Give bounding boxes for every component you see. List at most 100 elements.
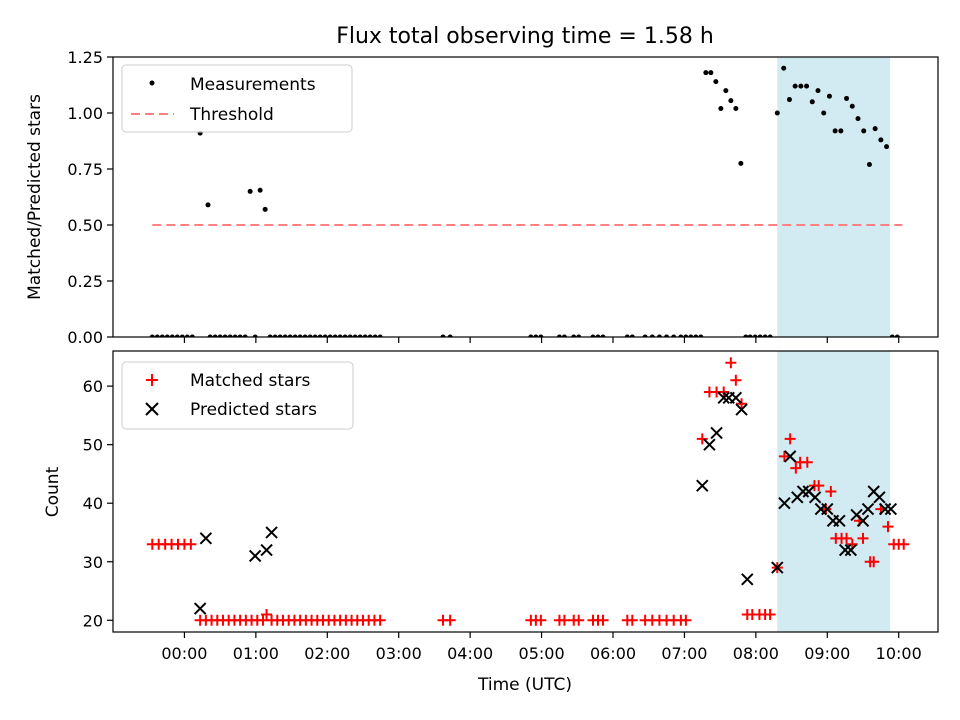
measurement-point [747,334,753,337]
matched-star-point [778,450,790,462]
measurement-point [698,334,704,337]
matched-star-point [868,556,880,568]
predicted-star-point [710,426,723,440]
legend-threshold-label: Threshold [189,105,274,125]
measurement-point [342,334,348,337]
measurement-point [302,334,308,337]
measurement-point [688,334,694,337]
measurement-point [312,334,318,337]
measurement-point [708,70,714,76]
x-tick-label: 00:00 [161,644,207,663]
measurement-point [184,334,190,337]
measurement-point [217,334,223,337]
measurement-point [728,98,734,104]
measurement-point [561,334,567,337]
measurement-point [528,334,534,337]
measurement-point [774,110,780,116]
measurement-point [169,334,175,337]
measurement-point [159,334,165,337]
measurement-point [322,334,328,337]
x-tick-label: 01:00 [233,644,279,663]
bottom-y-axis-label: Count [43,466,63,517]
x-tick-label: 07:00 [661,644,707,663]
measurement-point [861,128,867,134]
measurement-point [595,334,601,337]
predicted-star-point [878,502,892,516]
measurement-point [894,334,900,337]
measurement-point [752,334,758,337]
predicted-star-point [861,502,875,516]
top-y-tick-label: 1.25 [67,48,103,67]
matched-star-point [535,614,547,626]
measurement-point [164,334,170,337]
measurement-point [227,334,233,337]
bottom-y-tick-label: 20 [83,611,103,630]
measurement-point [205,202,211,208]
measurement-point [792,83,798,89]
measurement-point [826,93,832,99]
matched-star-point [841,532,853,544]
measurement-point [174,334,180,337]
measurement-point [809,99,815,105]
legend-matched-marker [146,374,158,386]
measurement-point [718,106,724,112]
measurement-point [889,334,895,337]
matched-star-point [730,374,742,386]
predicted-star-point [783,450,797,463]
predicted-star-point [193,602,207,615]
matched-star-point [813,480,825,492]
predicted-star-point [778,497,791,510]
measurement-point [149,334,155,337]
measurement-point [212,334,218,337]
bottom-legend: Matched stars Predicted stars [121,361,354,430]
matched-star-point [374,614,386,626]
measurement-point [292,334,298,337]
matched-star-point [680,614,692,626]
predicted-star-point [729,391,743,405]
measurement-point [252,334,258,337]
measurement-point [262,206,268,212]
measurement-point [781,65,787,71]
top-legend: Measurements Threshold [121,64,353,133]
predicted-star-point [856,514,870,527]
measurement-point [272,334,278,337]
x-tick-label: 05:00 [519,644,565,663]
measurement-point [237,334,243,337]
top-plot-frame [112,56,939,338]
matched-star-point [444,614,456,626]
measurement-point [440,334,446,337]
matched-star-point [597,614,609,626]
measurement-point [337,334,343,337]
measurement-point [878,137,884,143]
top-y-axis-label: Matched/Predicted stars [25,94,45,300]
measurement-point [767,334,773,337]
matched-star-point [898,538,910,550]
measurement-point [571,334,577,337]
measurement-point [757,334,763,337]
top-y-tick-label: 0.00 [67,328,103,347]
measurement-point [815,88,821,94]
measurement-point [821,110,827,116]
predicted-star-point [821,502,834,516]
measurement-point [738,160,744,166]
predicted-star-point [838,543,852,557]
bottom-y-tick-label: 40 [83,494,103,513]
top-legend-box [121,64,353,133]
measurement-point [733,106,739,112]
measurement-point [624,334,630,337]
measurement-point [884,144,890,150]
predicted-star-point [260,543,273,557]
x-tick-label: 02:00 [304,644,350,663]
predicted-star-point [735,403,748,416]
measurement-point [723,88,729,94]
measurement-point [307,334,313,337]
predicted-star-point [265,526,278,539]
measurement-point [671,334,677,337]
measurement-point [154,334,160,337]
matched-star-point [764,608,776,620]
measurement-point [189,334,195,337]
measurement-point [367,334,373,337]
measurement-point [832,128,838,134]
measurement-point [317,334,323,337]
